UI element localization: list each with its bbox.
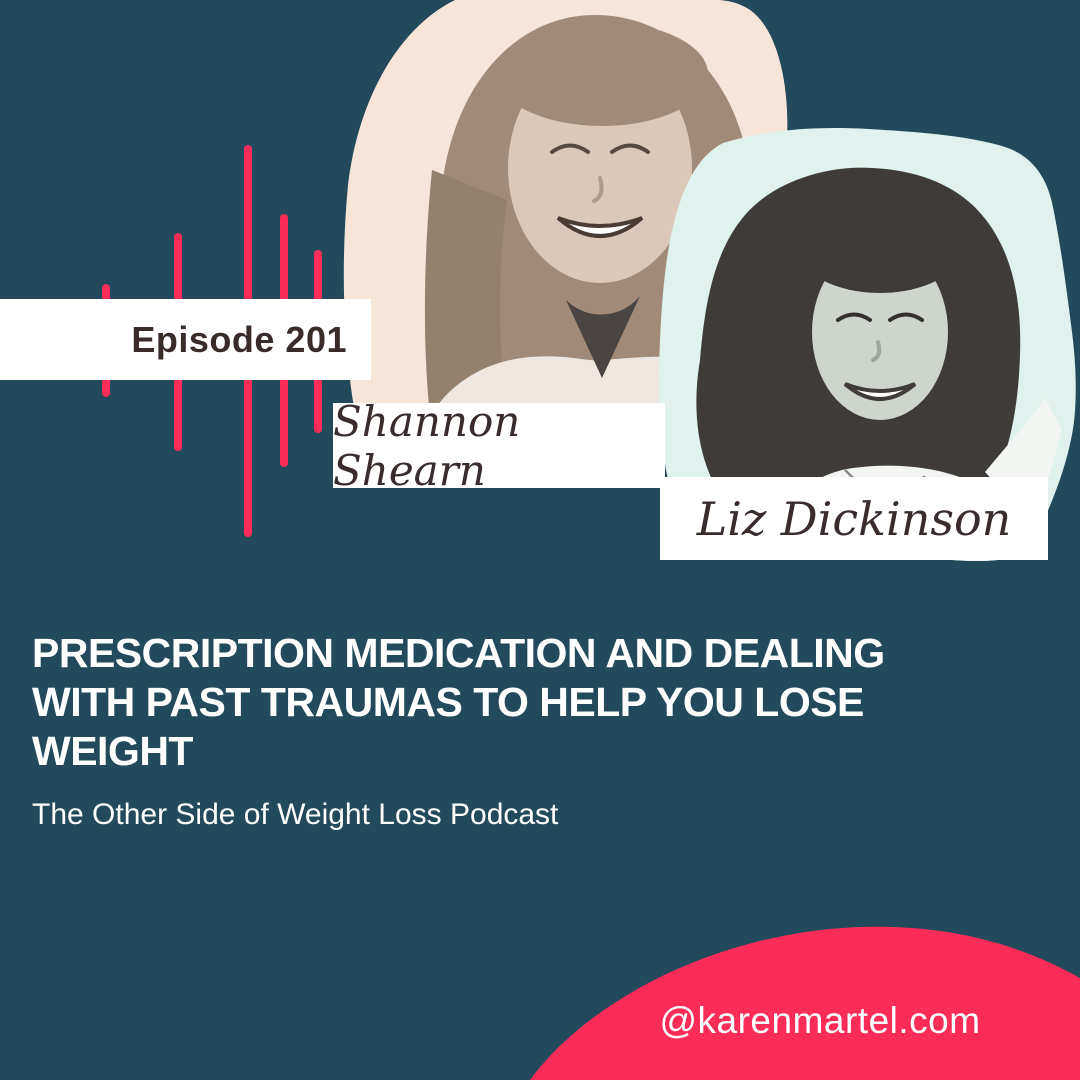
website-handle: @karenmartel.com xyxy=(659,1000,981,1041)
photo-liz xyxy=(659,128,1076,562)
episode-badge-label: Episode 201 xyxy=(131,318,347,360)
pink-corner-blob xyxy=(530,926,1080,1080)
nameplate-shannon: Shannon Shearn xyxy=(333,397,665,495)
podcast-name: The Other Side of Weight Loss Podcast xyxy=(32,798,559,831)
guest-name-shannon: Shannon Shearn xyxy=(333,396,521,495)
episode-title-line: WITH PAST TRAUMAS TO HELP YOU LOSE xyxy=(32,679,864,725)
guest-name-liz: Liz Dickinson xyxy=(696,491,1012,546)
episode-title-line: PRESCRIPTION MEDICATION AND DEALING xyxy=(32,630,885,676)
nameplate-liz: Liz Dickinson xyxy=(660,477,1048,560)
episode-title: PRESCRIPTION MEDICATION AND DEALING WITH… xyxy=(32,629,1042,776)
episode-title-line: WEIGHT xyxy=(32,728,193,774)
episode-badge: Episode 201 xyxy=(0,299,371,380)
